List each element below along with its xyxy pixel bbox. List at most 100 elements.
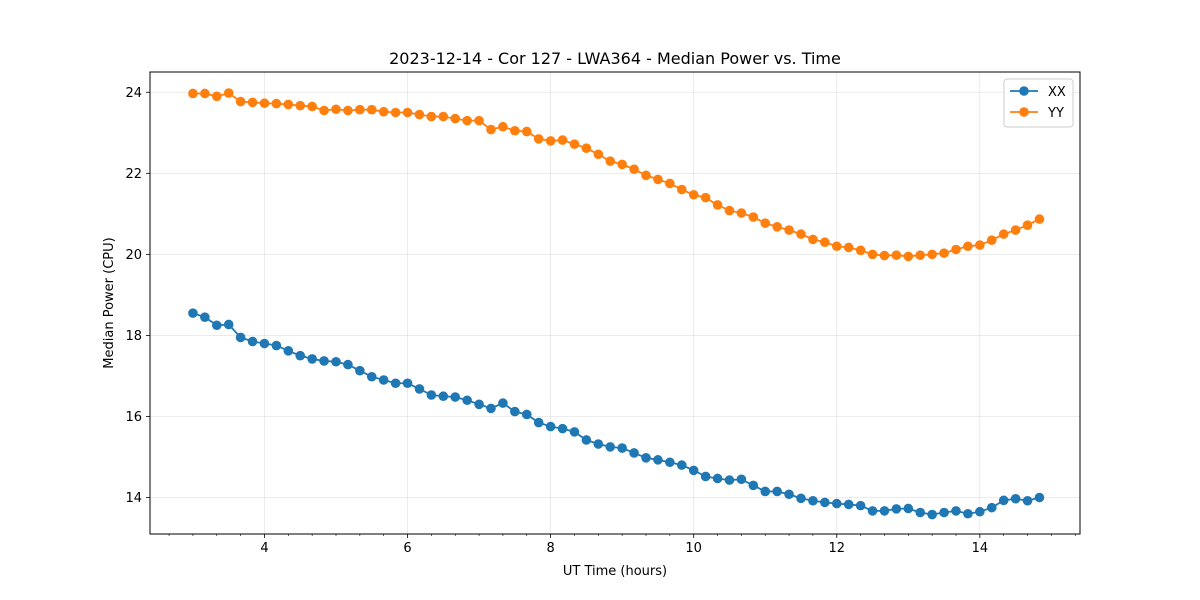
data-point-yy xyxy=(295,100,306,111)
plot-frame xyxy=(149,71,1081,535)
data-point-xx xyxy=(414,384,425,394)
data-point-yy xyxy=(975,240,985,250)
data-point-yy xyxy=(629,164,639,175)
data-point-yy xyxy=(498,121,508,132)
data-point-yy xyxy=(927,249,937,260)
data-point-yy xyxy=(486,124,496,135)
data-point-xx xyxy=(760,486,771,497)
data-point-yy xyxy=(641,170,651,181)
data-point-xx xyxy=(1022,495,1033,506)
data-point-xx xyxy=(891,504,902,514)
data-point-xx xyxy=(271,340,282,351)
data-point-yy xyxy=(438,111,449,122)
data-point-yy xyxy=(510,125,520,136)
data-point-xx xyxy=(808,495,818,506)
data-point-yy xyxy=(808,234,818,245)
data-point-xx xyxy=(665,457,675,468)
data-point-xx xyxy=(462,395,472,406)
data-point-yy xyxy=(891,250,902,260)
data-point-xx xyxy=(569,427,580,437)
legend-label-xx: XX xyxy=(1048,85,1066,100)
data-point-yy xyxy=(402,107,413,118)
y-axis-label: Median Power (CPU) xyxy=(102,237,117,368)
data-point-yy xyxy=(986,235,997,245)
data-point-xx xyxy=(474,399,484,410)
data-point-xx xyxy=(486,403,496,414)
data-point-yy xyxy=(1010,225,1021,235)
data-point-yy xyxy=(319,105,329,116)
data-point-xx xyxy=(211,320,222,331)
series-xx xyxy=(188,308,1045,520)
data-point-xx xyxy=(855,500,866,511)
data-point-xx xyxy=(295,350,306,361)
data-point-xx xyxy=(402,378,413,389)
data-point-yy xyxy=(772,222,782,232)
data-point-yy xyxy=(760,218,771,228)
data-point-xx xyxy=(355,365,365,376)
data-point-yy xyxy=(593,149,604,160)
data-point-yy xyxy=(545,136,556,146)
data-point-xx xyxy=(951,506,961,516)
data-point-yy xyxy=(796,229,806,239)
data-point-xx xyxy=(319,356,329,366)
data-point-xx xyxy=(366,371,377,382)
data-point-yy xyxy=(1034,214,1045,224)
data-point-xx xyxy=(986,502,997,513)
data-point-yy xyxy=(557,135,568,145)
data-point-yy xyxy=(748,212,759,222)
data-point-yy xyxy=(462,115,472,126)
data-point-xx xyxy=(939,507,949,518)
data-point-yy xyxy=(843,242,854,253)
data-point-xx xyxy=(748,480,759,491)
data-point-yy xyxy=(831,241,842,252)
data-point-xx xyxy=(557,423,568,434)
data-point-yy xyxy=(355,104,365,115)
data-point-xx xyxy=(975,506,985,517)
data-point-yy xyxy=(283,99,294,110)
data-point-yy xyxy=(343,105,353,116)
x-tick-label: 10 xyxy=(685,541,702,556)
data-point-yy xyxy=(366,104,377,115)
data-point-xx xyxy=(736,474,747,485)
data-point-xx xyxy=(617,443,627,453)
data-point-yy xyxy=(307,101,317,112)
data-point-yy xyxy=(665,178,675,189)
data-point-yy xyxy=(879,250,890,261)
data-point-yy xyxy=(581,143,592,153)
data-point-xx xyxy=(498,398,508,408)
data-point-xx xyxy=(653,455,663,465)
y-tick-label: 18 xyxy=(125,329,142,344)
data-point-yy xyxy=(414,109,425,120)
data-point-xx xyxy=(831,498,842,509)
data-point-xx xyxy=(247,336,258,347)
data-point-xx xyxy=(843,499,854,510)
legend-label-yy: YY xyxy=(1047,106,1064,121)
data-point-yy xyxy=(200,88,210,99)
data-point-xx xyxy=(533,417,544,428)
data-point-xx xyxy=(188,308,198,318)
x-tick-label: 6 xyxy=(403,541,411,556)
data-point-xx xyxy=(521,409,532,420)
data-point-yy xyxy=(211,91,222,102)
data-point-yy xyxy=(223,88,234,98)
plot-area xyxy=(150,72,1080,534)
data-point-yy xyxy=(820,237,830,248)
series-layer xyxy=(188,88,1045,520)
data-point-yy xyxy=(855,245,866,256)
legend: XX YY xyxy=(1003,78,1074,128)
data-point-yy xyxy=(331,104,341,115)
data-point-yy xyxy=(533,134,544,144)
legend-marker-yy xyxy=(1019,107,1029,117)
data-point-yy xyxy=(939,248,949,258)
x-tick-label: 8 xyxy=(546,541,554,556)
data-point-xx xyxy=(796,493,806,504)
data-point-yy xyxy=(235,96,246,107)
chart-title: 2023-12-14 - Cor 127 - LWA364 - Median P… xyxy=(389,49,841,68)
data-point-yy xyxy=(676,184,687,195)
data-point-xx xyxy=(1034,492,1045,503)
data-point-yy xyxy=(247,97,258,108)
data-point-xx xyxy=(510,406,520,417)
x-tick-label: 4 xyxy=(260,541,268,556)
data-point-yy xyxy=(951,244,961,255)
